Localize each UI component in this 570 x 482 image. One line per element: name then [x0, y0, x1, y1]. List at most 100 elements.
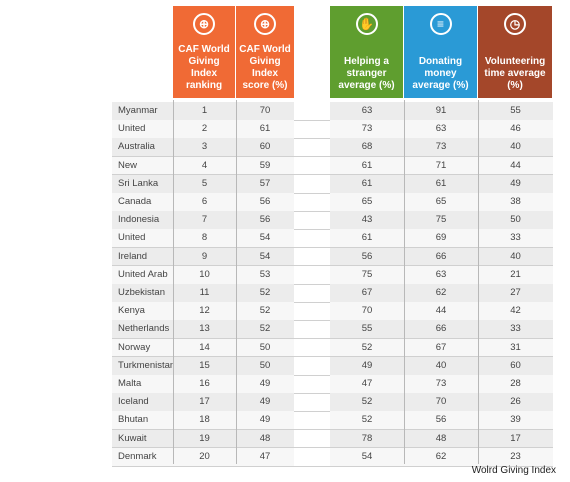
country-cell: United States of America	[112, 120, 173, 170]
value-cell: 56	[236, 193, 294, 211]
column-divider	[173, 100, 174, 464]
country-cell: Myanmar	[112, 102, 173, 120]
value-cell: 31	[478, 338, 553, 357]
value-cell: 1	[173, 102, 236, 120]
value-cell: 19	[173, 429, 236, 448]
globe-icon: ⊕	[254, 13, 276, 35]
value-cell: 21	[478, 265, 553, 284]
value-cell: 70	[236, 102, 294, 120]
column-header-1: ⊕ CAF World Giving Index ranking	[173, 6, 235, 98]
value-cell: 11	[173, 284, 236, 302]
column-header-label: CAF World Giving Index score (%)	[239, 44, 291, 91]
value-cell: 14	[173, 338, 236, 357]
value-cell: 61	[330, 229, 404, 248]
country-cell: Malta	[112, 375, 173, 393]
value-cell: 56	[404, 411, 478, 430]
column-header-label: Helping a stranger average (%)	[338, 56, 395, 91]
country-cell: Bhutan	[112, 411, 173, 430]
value-cell: 73	[330, 120, 404, 139]
country-cell: Ireland	[112, 247, 173, 266]
value-cell: 40	[404, 356, 478, 375]
value-cell: 52	[236, 302, 294, 321]
value-cell: 7	[173, 211, 236, 230]
value-cell: 23	[478, 447, 553, 466]
value-cell: 60	[478, 356, 553, 375]
value-cell: 56	[236, 211, 294, 230]
country-cell: Kuwait	[112, 429, 173, 448]
country-cell: Uzbekistan	[112, 284, 173, 302]
value-cell: 70	[404, 393, 478, 412]
value-cell: 53	[236, 265, 294, 284]
column-header-5: ◷ Volunteering time average (%)	[478, 6, 552, 98]
value-cell: 50	[236, 338, 294, 357]
country-cell: Kenya	[112, 302, 173, 321]
value-cell: 8	[173, 229, 236, 248]
value-cell: 39	[478, 411, 553, 430]
value-cell: 67	[404, 338, 478, 357]
value-cell: 10	[173, 265, 236, 284]
row-divider	[112, 465, 553, 467]
value-cell: 48	[236, 429, 294, 448]
value-cell: 52	[330, 338, 404, 357]
column-header-3: ✋ Helping a stranger average (%)	[330, 6, 403, 98]
value-cell: 52	[330, 411, 404, 430]
clock-icon: ◷	[504, 13, 526, 35]
value-cell: 49	[236, 375, 294, 393]
coins-icon: ≡	[429, 13, 452, 35]
value-cell: 12	[173, 302, 236, 321]
value-cell: 18	[173, 411, 236, 430]
value-cell: 54	[330, 447, 404, 466]
value-cell: 47	[236, 447, 294, 466]
value-cell: 46	[478, 120, 553, 139]
value-cell: 63	[404, 120, 478, 139]
country-cell: Australia	[112, 138, 173, 157]
value-cell: 33	[478, 320, 553, 339]
value-cell: 61	[330, 174, 404, 193]
value-cell: 52	[236, 320, 294, 339]
value-cell: 71	[404, 156, 478, 175]
value-cell: 55	[478, 102, 553, 120]
value-cell: 42	[478, 302, 553, 321]
country-cell: Indonesia	[112, 211, 173, 230]
value-cell: 20	[173, 447, 236, 466]
value-cell: 48	[404, 429, 478, 448]
value-cell: 65	[404, 193, 478, 211]
country-cell: Netherlands	[112, 320, 173, 339]
value-cell: 26	[478, 393, 553, 412]
value-cell: 3	[173, 138, 236, 157]
country-cell: Turkmenistan	[112, 356, 175, 375]
value-cell: 63	[404, 265, 478, 284]
value-cell: 57	[236, 174, 294, 193]
value-cell: 54	[236, 229, 294, 248]
value-cell: 54	[236, 247, 294, 266]
value-cell: 49	[330, 356, 404, 375]
value-cell: 62	[404, 447, 478, 466]
value-cell: 9	[173, 247, 236, 266]
value-cell: 78	[330, 429, 404, 448]
column-divider	[404, 100, 405, 464]
country-cell: Sri Lanka	[112, 174, 173, 193]
value-cell: 40	[478, 247, 553, 266]
value-cell: 50	[236, 356, 294, 375]
column-divider	[236, 100, 237, 464]
value-cell: 73	[404, 375, 478, 393]
column-divider	[478, 100, 479, 464]
country-cell: Norway	[112, 338, 173, 357]
value-cell: 66	[404, 247, 478, 266]
value-cell: 47	[330, 375, 404, 393]
value-cell: 75	[330, 265, 404, 284]
column-header-label: Volunteering time average (%)	[484, 56, 546, 91]
value-cell: 13	[173, 320, 236, 339]
value-cell: 52	[330, 393, 404, 412]
value-cell: 61	[236, 120, 294, 139]
value-cell: 4	[173, 156, 236, 175]
column-header-label: Donating money average (%)	[412, 56, 469, 91]
value-cell: 52	[236, 284, 294, 302]
value-cell: 75	[404, 211, 478, 230]
value-cell: 67	[330, 284, 404, 302]
value-cell: 59	[236, 156, 294, 175]
column-header-4: ≡ Donating money average (%)	[404, 6, 477, 98]
value-cell: 6	[173, 193, 236, 211]
column-header-label: CAF World Giving Index ranking	[178, 44, 230, 91]
value-cell: 61	[330, 156, 404, 175]
